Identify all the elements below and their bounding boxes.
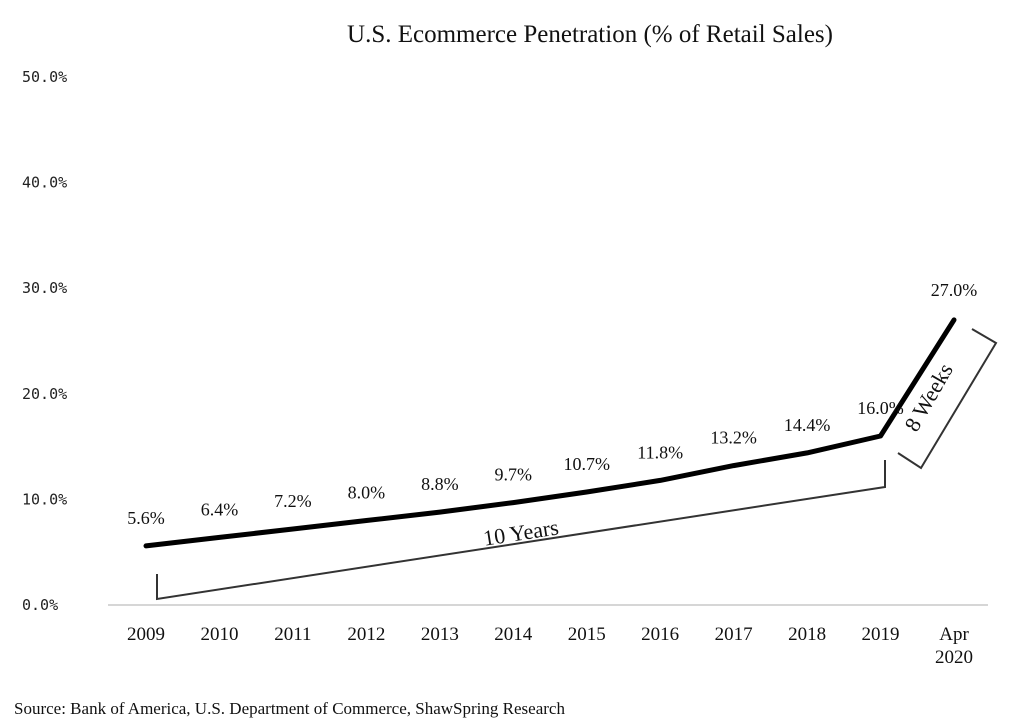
x-tick-label: 2018 (788, 624, 826, 645)
data-label: 13.2% (710, 428, 757, 448)
x-tick-line-1: 2016 (641, 624, 679, 645)
x-tick-label: 2019 (862, 624, 900, 645)
x-tick-label: 2012 (347, 624, 385, 645)
data-label: 14.4% (784, 415, 831, 435)
x-tick-line-1: 2010 (200, 624, 238, 645)
x-tick-label: 2011 (274, 624, 311, 645)
x-tick-line-1: 2018 (788, 624, 826, 645)
data-label: 7.2% (274, 491, 312, 511)
data-label: 10.7% (563, 454, 610, 474)
source-note: Source: Bank of America, U.S. Department… (14, 699, 565, 718)
ten-years-bracket (156, 460, 886, 601)
x-axis-ticks: 2009 2010 2011 2012 2013 2014 2015 2016 2017 2018… (127, 624, 973, 668)
x-tick-label: 2009 (127, 624, 165, 645)
ten-years-label: 10 Years (481, 514, 560, 550)
x-tick-line-1: 2017 (715, 624, 753, 645)
y-tick-label: 50.0% (22, 68, 67, 86)
x-tick-label: 2015 (568, 624, 606, 645)
data-labels: 5.6% 6.4% 7.2% 8.0% 8.8% 9.7% 10.7% 11.8% 13.2% 1… (127, 280, 977, 528)
data-label: 11.8% (637, 442, 683, 462)
data-label: 16.0% (857, 398, 904, 418)
x-tick-label: 2016 (641, 624, 679, 645)
x-tick-line-1: 2012 (347, 624, 385, 645)
x-tick-label: Apr 2020 (935, 624, 973, 668)
y-tick-label: 40.0% (22, 174, 67, 192)
y-axis-ticks: 0.0% 10.0% 20.0% 30.0% 40.0% 50.0% (22, 68, 67, 614)
data-label: 6.4% (201, 499, 239, 519)
x-tick-line-1: 2013 (421, 624, 459, 645)
eight-weeks-bracket (897, 328, 998, 470)
x-tick-line-1: 2011 (274, 624, 311, 645)
x-tick-label: 2017 (715, 624, 753, 645)
x-tick-line-1: Apr (939, 624, 969, 645)
x-tick-label: 2010 (200, 624, 238, 645)
x-tick-line-1: 2014 (494, 624, 533, 645)
x-tick-label: 2013 (421, 624, 459, 645)
x-tick-line-1: 2015 (568, 624, 606, 645)
x-tick-line-1: 2009 (127, 624, 165, 645)
data-label: 27.0% (931, 280, 978, 300)
penetration-line (143, 317, 957, 549)
data-label: 8.0% (348, 483, 386, 503)
data-label: 9.7% (495, 465, 533, 485)
y-tick-label: 30.0% (22, 279, 67, 297)
y-tick-label: 10.0% (22, 490, 67, 508)
chart-title: U.S. Ecommerce Penetration (% of Retail … (347, 21, 833, 48)
x-tick-label: 2014 (494, 624, 533, 645)
data-label: 5.6% (127, 508, 165, 528)
x-tick-line-1: 2019 (862, 624, 900, 645)
x-tick-line-2: 2020 (935, 647, 973, 668)
y-tick-label: 0.0% (22, 596, 58, 614)
y-tick-label: 20.0% (22, 385, 67, 403)
data-label: 8.8% (421, 474, 459, 494)
